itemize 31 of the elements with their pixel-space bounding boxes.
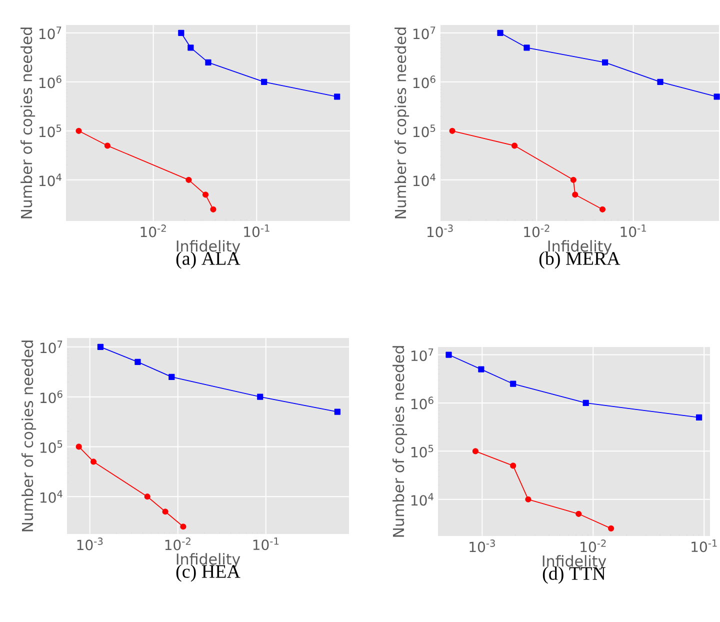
x-tick-label: 10$^{-2}$ (580, 540, 606, 552)
y-tick-label: 10$^{5}$ (413, 124, 436, 138)
x-tick-label: 10$^{-1}$ (692, 540, 717, 552)
x-tick-label: 10$^{-1}$ (620, 224, 646, 238)
y-axis-title: Number of copies needed (20, 28, 36, 218)
y-tick-label: 10$^{4}$ (411, 493, 434, 506)
y-tick-label: 10$^{4}$ (40, 490, 62, 503)
x-tick-label: 10$^{-1}$ (253, 538, 279, 550)
y-tick-label: 10$^{5}$ (411, 444, 434, 458)
x-tick-label: 10$^{-3}$ (77, 538, 103, 550)
y-tick-label: 10$^{6}$ (39, 76, 62, 88)
y-tick-label: 10$^{4}$ (39, 174, 62, 186)
y-tick-label: 10$^{6}$ (40, 390, 62, 404)
y-tick-label: 10$^{5}$ (39, 124, 62, 138)
y-axis-title: Number of copies needed (392, 346, 408, 537)
y-tick-label: 10$^{7}$ (39, 26, 62, 40)
y-tick-label: 10$^{7}$ (413, 26, 436, 40)
y-axis-title: Number of copies needed (22, 340, 36, 532)
y-tick-label: 10$^{7}$ (411, 348, 434, 362)
y-tick-label: 10$^{7}$ (40, 340, 62, 354)
x-tick-label: 10$^{-3}$ (470, 540, 495, 552)
x-tick-label: 10$^{-3}$ (427, 224, 453, 238)
x-tick-label: 10$^{-1}$ (244, 224, 270, 238)
x-tick-label: 10$^{-2}$ (140, 224, 166, 238)
x-tick-label: 10$^{-2}$ (524, 224, 550, 238)
y-tick-label: 10$^{6}$ (411, 396, 434, 410)
y-tick-label: 10$^{6}$ (413, 76, 436, 88)
y-tick-label: 10$^{5}$ (40, 440, 62, 453)
x-tick-label: 10$^{-2}$ (165, 538, 190, 550)
y-tick-label: 10$^{4}$ (413, 174, 436, 186)
y-axis-title: Number of copies needed (394, 28, 410, 218)
